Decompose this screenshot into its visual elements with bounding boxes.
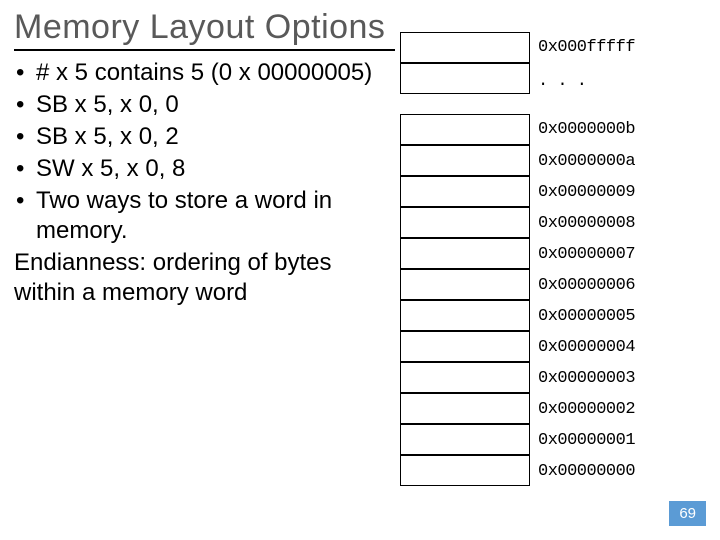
memory-cell — [400, 63, 530, 94]
memory-address-label: 0x0000000b — [538, 120, 635, 139]
memory-address-label: 0x00000008 — [538, 214, 635, 233]
memory-cell — [400, 145, 530, 176]
memory-address-label: 0x00000003 — [538, 369, 635, 388]
bullet-group-3: Two ways to store a word in memory. — [14, 186, 394, 246]
memory-cell — [400, 424, 530, 455]
memory-cell — [400, 176, 530, 207]
memory-cell — [400, 114, 530, 145]
memory-cell — [400, 331, 530, 362]
memory-address-label: 0x00000009 — [538, 183, 635, 202]
memory-address-label: 0x00000005 — [538, 307, 635, 326]
memory-address-label: 0x00000004 — [538, 338, 635, 357]
memory-address-label: 0x00000001 — [538, 431, 635, 450]
bullet-item: SB x 5, x 0, 0 — [14, 90, 394, 120]
memory-address-label: 0x0000000a — [538, 152, 635, 171]
bullet-group-2: SB x 5, x 0, 0 SB x 5, x 0, 2 SW x 5, x … — [14, 90, 394, 184]
memory-cell — [400, 455, 530, 486]
memory-cell — [400, 362, 530, 393]
memory-cell — [400, 32, 530, 63]
slide-title: Memory Layout Options — [14, 8, 395, 51]
memory-cell — [400, 269, 530, 300]
memory-address-label: 0x000fffff — [538, 38, 635, 57]
content-area: # x 5 contains 5 (0 x 00000005) SB x 5, … — [14, 58, 394, 308]
bullet-item: # x 5 contains 5 (0 x 00000005) — [14, 58, 394, 88]
memory-cell — [400, 300, 530, 331]
memory-diagram: 0x000fffff . . . 0x0000000b 0x0000000a 0x000… — [400, 32, 664, 502]
memory-address-label: 0x00000007 — [538, 245, 635, 264]
memory-cell — [400, 393, 530, 424]
memory-address-label: 0x00000006 — [538, 276, 635, 295]
bullet-group-1: # x 5 contains 5 (0 x 00000005) — [14, 58, 394, 88]
bullet-item: SB x 5, x 0, 2 — [14, 122, 394, 152]
memory-cell — [400, 207, 530, 238]
bullet-item: Two ways to store a word in memory. — [14, 186, 394, 246]
plain-paragraph: Endianness: ordering of bytes within a m… — [14, 248, 394, 308]
bullet-item: SW x 5, x 0, 8 — [14, 154, 394, 184]
page-number-badge: 69 — [669, 501, 706, 526]
memory-address-label: 0x00000000 — [538, 462, 635, 481]
memory-address-label: 0x00000002 — [538, 400, 635, 419]
memory-cell — [400, 238, 530, 269]
memory-address-label: . . . — [538, 72, 587, 91]
